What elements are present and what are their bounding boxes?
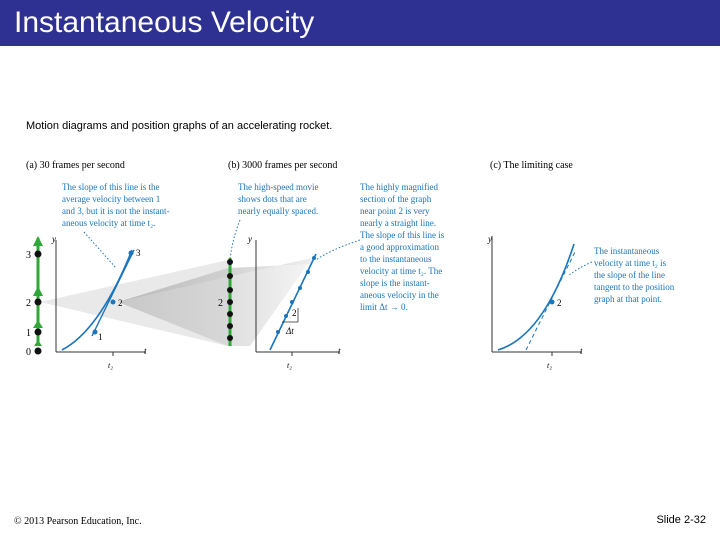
axis-label: t [144, 346, 147, 356]
axis-label: y [487, 234, 492, 244]
point-label: 1 [98, 332, 103, 342]
tick-label: t₂ [108, 361, 113, 370]
dot-label: 2 [218, 298, 223, 309]
velocity-arrow [34, 340, 42, 346]
velocity-arrow [33, 286, 43, 296]
axis-label: t [580, 346, 583, 356]
title-bar: Instantaneous Velocity [0, 0, 720, 46]
motion-dot [227, 299, 233, 305]
curve-point [284, 314, 288, 318]
slide-number: Slide 2-32 [656, 514, 706, 526]
panel-b-note-line: The high-speed movie [238, 182, 318, 192]
panel-a-heading: (a) 30 frames per second [26, 160, 125, 171]
curve-point [110, 299, 116, 305]
dot-label: 1 [26, 328, 31, 339]
curve-point [298, 286, 302, 290]
motion-dot [227, 273, 233, 279]
point-label: 3 [136, 248, 141, 258]
axis-label: y [51, 234, 56, 244]
curve-point [290, 300, 294, 304]
tick-label: t₂ [287, 361, 292, 370]
panel-a-note-line: average velocity between 1 [62, 194, 160, 204]
panel-b-note-line: velocity at time t₂. The [360, 266, 442, 276]
curve-point [92, 329, 98, 335]
axis-label: t [338, 346, 341, 356]
panel-b-note-line: limit Δt → 0. [360, 302, 408, 312]
dot-label: 2 [26, 298, 31, 309]
panel-c-note-line: velocity at time t₂ is [594, 258, 667, 268]
dot-label: 3 [26, 250, 31, 261]
motion-dot [227, 323, 233, 329]
motion-dot [227, 335, 233, 341]
delta-t-label: Δt [285, 326, 294, 336]
panel-b-note-line: to the instantaneous [360, 254, 432, 264]
curve-point [276, 330, 280, 334]
panel-b-note-line: shows dots that are [238, 194, 307, 204]
motion-dot [227, 259, 233, 265]
curve-point [549, 299, 555, 305]
copyright-notice: © 2013 Pearson Education, Inc. [14, 516, 142, 527]
panel-c-leader [567, 261, 593, 277]
velocity-arrow [33, 320, 43, 328]
panel-a-note-line: aneous velocity at time t₂. [62, 218, 155, 228]
point-label: 2 [118, 298, 123, 308]
motion-beam [40, 260, 228, 346]
velocity-arrow [33, 236, 43, 246]
axis-label: y [247, 234, 252, 244]
curve-point [312, 256, 316, 260]
motion-dot [34, 250, 42, 258]
panel-c-heading: (c) The limiting case [490, 160, 573, 171]
position-curve [61, 249, 133, 351]
panel-b-leader-right [315, 239, 361, 261]
motion-dot [227, 287, 233, 293]
panel-c-note-line: the slope of the line [594, 270, 665, 280]
panel-b-note-line: aneous velocity in the [360, 290, 439, 300]
panel-b-note-line: The highly magnified [360, 182, 438, 192]
panel-c-note-line: graph at that point. [594, 294, 662, 304]
tick-label: t₂ [547, 361, 552, 370]
motion-dot [34, 347, 42, 355]
rocket-motion-figure: (a) 30 frames per second (b) 3000 frames… [26, 160, 675, 370]
panel-a-note-line: and 3, but it is not the instant- [62, 206, 170, 216]
magnify-beam-bottom [118, 258, 312, 346]
curve-point [128, 250, 134, 256]
panel-c-note-line: tangent to the position [594, 282, 675, 292]
panel-b-heading: (b) 3000 frames per second [228, 160, 337, 171]
panel-b-note-line: section of the graph [360, 194, 432, 204]
panel-b-note-line: nearly a straight line. [360, 218, 436, 228]
point-label: 2 [292, 308, 297, 318]
panel-b-note-line: nearly equally spaced. [238, 206, 318, 216]
tangent-line [525, 249, 577, 351]
panel-b-leader [229, 219, 241, 261]
panel-a-note-line: The slope of this line is the [62, 182, 159, 192]
panel-b-note-line: The slope of this line is [360, 230, 445, 240]
panel-b-note-line: a good approximation [360, 242, 439, 252]
motion-dot [34, 328, 42, 336]
dot-label: 0 [26, 347, 31, 358]
panel-b-note-line: near point 2 is very [360, 206, 430, 216]
curve-point [306, 270, 310, 274]
panel-c-note-line: The instantaneous [594, 246, 660, 256]
slide-title: Instantaneous Velocity [14, 6, 315, 39]
position-curve [497, 243, 575, 351]
motion-dot [34, 298, 42, 306]
panel-b-note-line: slope is the instant- [360, 278, 430, 288]
secant-line [91, 249, 135, 337]
figure-caption: Motion diagrams and position graphs of a… [26, 120, 333, 132]
point-label: 2 [557, 298, 562, 308]
panel-a-leader [83, 231, 117, 269]
motion-dot [227, 311, 233, 317]
